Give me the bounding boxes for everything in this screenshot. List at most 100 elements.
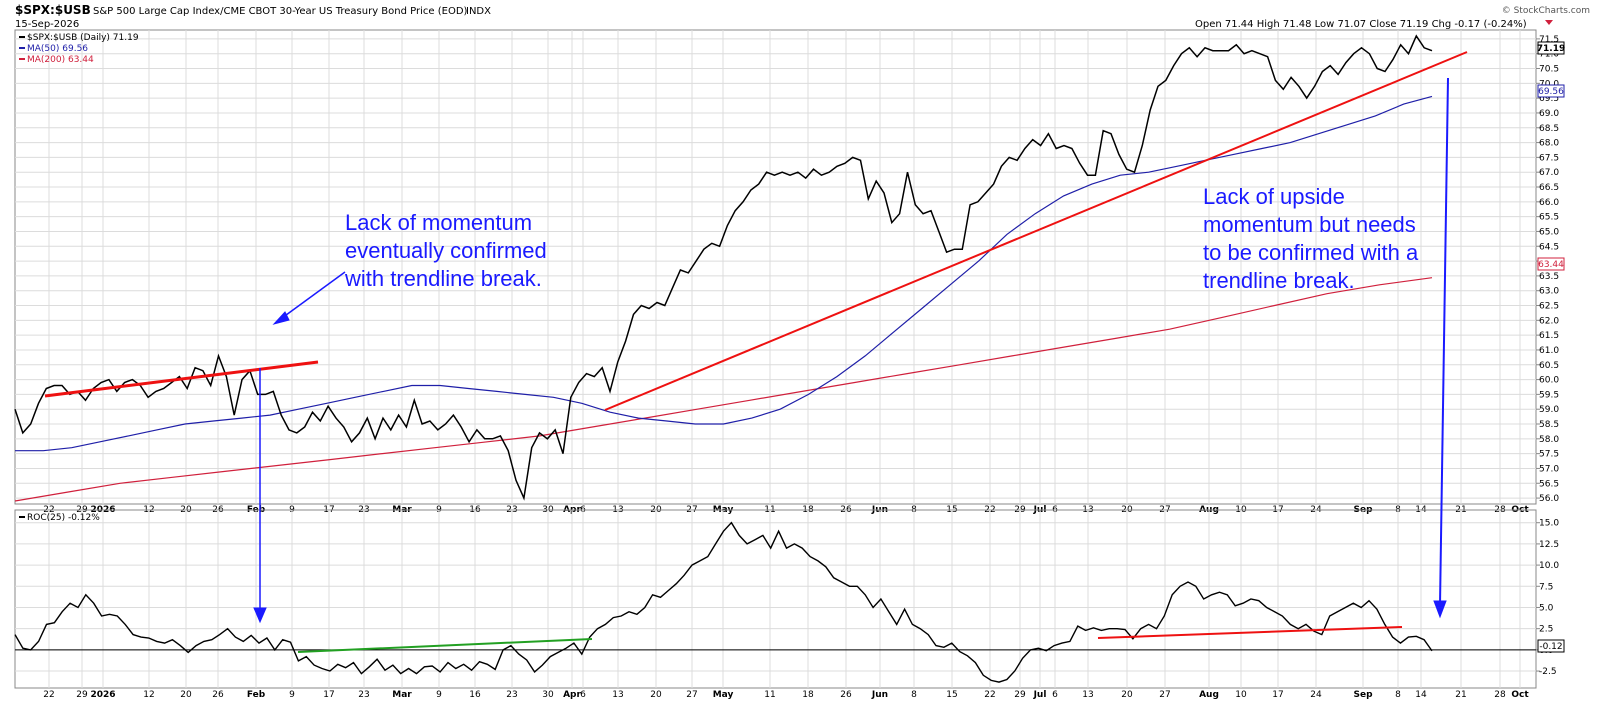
legend-ma200: MA(200) 63.44 (27, 55, 94, 65)
roc-x-tick-label: 14 (1415, 690, 1427, 700)
last-ma200-box (1537, 257, 1565, 271)
price-y-tick-label: 58.5 (1539, 420, 1559, 430)
price-y-tick-label: 56.0 (1539, 494, 1559, 504)
last-price-box (1537, 41, 1565, 55)
price-y-tick-label: 60.0 (1539, 376, 1559, 386)
last-ma200-label: 63.44 (1538, 260, 1564, 270)
roc-y-tick-label: 12.5 (1539, 540, 1559, 550)
roc-x-tick-label: 8 (911, 690, 917, 700)
roc-x-tick-label: 24 (1310, 690, 1322, 700)
price-y-tick-label: 68.5 (1539, 124, 1559, 134)
roc-x-tick-label: 15 (946, 690, 957, 700)
price-y-tick-label: 57.0 (1539, 464, 1559, 474)
roc-x-tick-label: 22 (43, 690, 54, 700)
series-ma200-line (14, 277, 1433, 502)
price-y-tick-label: 59.0 (1539, 405, 1559, 415)
arrow-right-vertical (1439, 77, 1449, 606)
series-ma50-line (15, 95, 1433, 452)
roc-series-group (14, 521, 1433, 683)
price-y-tick-label: 70.5 (1539, 65, 1559, 75)
roc-y-tick-label: 10.0 (1539, 561, 1559, 571)
price-y-tick-label: 61.0 (1539, 346, 1559, 356)
roc-x-tick-label: 23 (358, 690, 369, 700)
roc-x-tick-label: 30 (542, 690, 554, 700)
roc-x-tick-label: 13 (1082, 690, 1093, 700)
roc-x-tick-label: 27 (1159, 690, 1170, 700)
roc-x-tick-label: Jul (1033, 690, 1047, 700)
roc-x-tick-label: 22 (984, 690, 995, 700)
roc-x-tick-label: 26 (840, 690, 852, 700)
series-roc-line (14, 521, 1433, 683)
roc-x-tick-label: 23 (506, 690, 517, 700)
arrow-right-vertical-head (1433, 600, 1447, 619)
roc-panel-frame (14, 509, 1537, 689)
trendline-left-red (44, 360, 319, 398)
last-ma50-box (1537, 84, 1565, 98)
roc-y-tick-label: 7.5 (1539, 582, 1553, 592)
chart-exchange: INDX (466, 6, 491, 17)
note-right-line1: Lack of upside (1203, 184, 1345, 209)
roc-y-tick-label: 2.5 (1539, 625, 1553, 635)
roc-x-tick-label: 10 (1235, 690, 1247, 700)
roc-y-tick-label: 15.0 (1539, 519, 1559, 529)
roc-x-tick-label: 18 (802, 690, 814, 700)
roc-x-axis: 22 29 2026 12 20 26 Feb 9 17 23 Mar 9 16 23 30 Apr 6 13 20… (43, 690, 1529, 700)
price-y-axis: 56.0 56.5 57.0 57.5 58.0 58.5 59.0 59.5 60.0 60.5… (1536, 35, 1559, 504)
roc-x-tick-label: 11 (764, 690, 775, 700)
last-price-label: 71.19 (1537, 44, 1565, 54)
dropdown-triangle-icon (1545, 20, 1553, 25)
roc-y-axis: -2.50.02.55.07.510.012.515.0 (1536, 519, 1559, 677)
roc-x-tick-label: 2026 (90, 690, 115, 700)
roc-x-tick-label: 9 (436, 690, 442, 700)
annotation-arrows (253, 77, 1449, 624)
legend-ma50: MA(50) 69.56 (27, 44, 88, 54)
roc-x-tick-label: May (713, 690, 734, 700)
price-y-tick-label: 62.0 (1539, 316, 1559, 326)
price-series-group (14, 34, 1433, 502)
last-value-labels: 71.19 69.56 63.44 (1537, 41, 1565, 271)
roc-x-tick-label: 26 (212, 690, 224, 700)
price-y-tick-label: 62.5 (1539, 302, 1559, 312)
price-y-tick-label: 63.5 (1539, 272, 1559, 282)
watermark: © StockCharts.com (1502, 6, 1590, 16)
price-y-tick-label: 60.5 (1539, 361, 1559, 371)
roc-x-tick-label: Sep (1353, 690, 1373, 700)
roc-x-tick-label: 20 (650, 690, 662, 700)
roc-x-tick-label: Apr (563, 690, 581, 700)
price-y-tick-label: 57.5 (1539, 450, 1559, 460)
price-legend: $SPX:$USB (Daily) 71.19 MA(50) 69.56 MA(… (19, 33, 139, 65)
price-y-tick-label: 61.5 (1539, 331, 1559, 341)
chart-description: S&P 500 Large Cap Index/CME CBOT 30-Year… (93, 6, 468, 17)
roc-x-tick-label: 13 (612, 690, 623, 700)
roc-x-tick-label: Mar (392, 690, 412, 700)
ohlc-summary: Open 71.44 High 71.48 Low 71.07 Close 71… (1195, 19, 1527, 30)
trendline-roc-green (297, 638, 593, 653)
legend-roc: ROC(25) -0.12% (27, 513, 100, 523)
roc-x-tick-label: 6 (1052, 690, 1058, 700)
price-y-tick-label: 59.5 (1539, 390, 1559, 400)
roc-x-tick-label: Aug (1199, 690, 1219, 700)
price-y-tick-label: 70.0 (1539, 79, 1559, 89)
arrow-left-vertical-head (253, 607, 267, 624)
roc-x-tick-label: 29 (76, 690, 88, 700)
last-roc-label: -0.12 (1539, 642, 1562, 652)
price-y-tick-label: 65.0 (1539, 227, 1559, 237)
price-y-tick-label: 71.5 (1539, 35, 1559, 45)
roc-x-tick-label: 29 (1014, 690, 1026, 700)
roc-x-tick-label: 12 (143, 690, 154, 700)
price-y-tick-label: 66.0 (1539, 198, 1559, 208)
note-right-line4: trendline break. (1203, 268, 1355, 293)
arrow-left-diagonal (281, 271, 346, 319)
chart-date: 15-Sep-2026 (15, 19, 79, 30)
price-panel-frame (14, 29, 1537, 505)
roc-x-tick-label: 21 (1455, 690, 1466, 700)
roc-x-tick-label: 9 (289, 690, 295, 700)
price-y-tick-label: 67.0 (1539, 168, 1559, 178)
price-y-tick-label: 66.5 (1539, 183, 1559, 193)
roc-x-tick-label: Jun (871, 690, 888, 700)
roc-x-tick-label: 20 (180, 690, 192, 700)
note-left-line3: with trendline break. (344, 266, 542, 291)
legend-price: $SPX:$USB (Daily) 71.19 (27, 33, 139, 43)
